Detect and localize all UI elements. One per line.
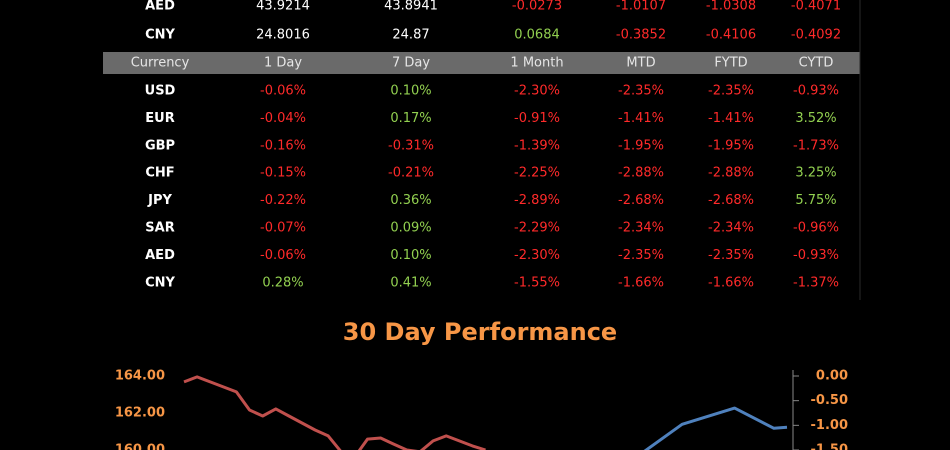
- table-cell: -0.96%: [793, 221, 839, 236]
- currency-name: EUR: [145, 111, 174, 126]
- table-cell: -2.35%: [708, 248, 754, 263]
- column-header: 1 Day: [264, 56, 302, 71]
- table-cell: -2.35%: [618, 248, 664, 263]
- chart-title: 30 Day Performance: [343, 318, 617, 346]
- currency-name: AED: [145, 0, 175, 14]
- currency-name: SAR: [145, 221, 174, 236]
- table-cell: 43.8941: [384, 0, 438, 14]
- table-cell: 0.28%: [262, 275, 303, 290]
- table-cell: -1.0107: [616, 0, 666, 14]
- table-cell: -0.4092: [791, 28, 841, 43]
- y-tick-label: 162.00: [115, 406, 165, 421]
- table-cell: 43.9214: [256, 0, 310, 14]
- table-cell: -0.07%: [260, 221, 306, 236]
- table-cell: -2.30%: [514, 248, 560, 263]
- column-header: CYTD: [799, 56, 834, 71]
- table-cell: -0.21%: [388, 166, 434, 181]
- currency-name: CHF: [145, 166, 174, 181]
- series-line: [183, 375, 486, 450]
- table-cell: -1.41%: [708, 111, 754, 126]
- table-cell: 24.87: [392, 28, 429, 43]
- table-cell: 3.25%: [795, 166, 836, 181]
- table-cell: -1.39%: [514, 138, 560, 153]
- column-header: FYTD: [714, 56, 747, 71]
- y-tick-label: 160.00: [115, 443, 165, 450]
- table-cell: -1.66%: [708, 275, 754, 290]
- table-cell: -0.31%: [388, 138, 434, 153]
- currency-name: USD: [145, 84, 176, 99]
- table-cell: -2.68%: [708, 193, 754, 208]
- table-cell: 3.52%: [795, 111, 836, 126]
- table-cell: -0.4071: [791, 0, 841, 14]
- table-cell: -1.37%: [793, 275, 839, 290]
- table-cell: -0.91%: [514, 111, 560, 126]
- table-cell: -2.35%: [708, 84, 754, 99]
- y2-tick-label: 0.00: [816, 369, 848, 384]
- table-cell: -2.88%: [618, 166, 664, 181]
- table-cell: -1.55%: [514, 275, 560, 290]
- table-cell: -2.25%: [514, 166, 560, 181]
- column-header: Currency: [131, 56, 190, 71]
- series-line: [643, 406, 788, 450]
- table-cell: -2.30%: [514, 84, 560, 99]
- header-band: [103, 52, 860, 74]
- currency-name: JPY: [147, 193, 172, 208]
- table-cell: -2.88%: [708, 166, 754, 181]
- table-cell: -0.06%: [260, 248, 306, 263]
- currency-name: GBP: [145, 138, 175, 153]
- column-header: 7 Day: [392, 56, 430, 71]
- table-cell: -0.22%: [260, 193, 306, 208]
- table-cell: 0.0684: [514, 28, 560, 43]
- table-cell: -0.93%: [793, 84, 839, 99]
- table-cell: -2.34%: [708, 221, 754, 236]
- table-cell: -0.06%: [260, 84, 306, 99]
- currency-name: CNY: [145, 275, 175, 290]
- table-cell: 0.10%: [390, 248, 431, 263]
- table-cell: -1.95%: [708, 138, 754, 153]
- table-cell: -0.93%: [793, 248, 839, 263]
- y2-tick-label: -0.50: [811, 393, 848, 408]
- table-cell: -0.15%: [260, 166, 306, 181]
- y-tick-label: 164.00: [115, 369, 165, 384]
- table-cell: -0.04%: [260, 111, 306, 126]
- table-cell: -1.73%: [793, 138, 839, 153]
- table-cell: -1.41%: [618, 111, 664, 126]
- table-cell: -2.35%: [618, 84, 664, 99]
- column-header: MTD: [626, 56, 655, 71]
- table-cell: 5.75%: [795, 193, 836, 208]
- table-cell: 0.41%: [390, 275, 431, 290]
- table-cell: -1.0308: [706, 0, 756, 14]
- y2-tick-label: -1.00: [811, 418, 848, 433]
- table-cell: -1.66%: [618, 275, 664, 290]
- table-cell: -2.89%: [514, 193, 560, 208]
- currency-name: AED: [145, 248, 175, 263]
- table-cell: 0.10%: [390, 84, 431, 99]
- table-cell: 0.17%: [390, 111, 431, 126]
- table-cell: -2.68%: [618, 193, 664, 208]
- y2-tick-label: -1.50: [811, 443, 848, 450]
- table-cell: -0.16%: [260, 138, 306, 153]
- table-cell: -0.0273: [512, 0, 562, 14]
- table-cell: 24.8016: [256, 28, 310, 43]
- table-cell: -0.4106: [706, 28, 756, 43]
- currency-name: CNY: [145, 28, 175, 43]
- column-header: 1 Month: [510, 56, 563, 71]
- table-cell: 0.09%: [390, 221, 431, 236]
- table-cell: -2.29%: [514, 221, 560, 236]
- table-cell: 0.36%: [390, 193, 431, 208]
- table-cell: -0.3852: [616, 28, 666, 43]
- table-cell: -2.34%: [618, 221, 664, 236]
- table-cell: -1.95%: [618, 138, 664, 153]
